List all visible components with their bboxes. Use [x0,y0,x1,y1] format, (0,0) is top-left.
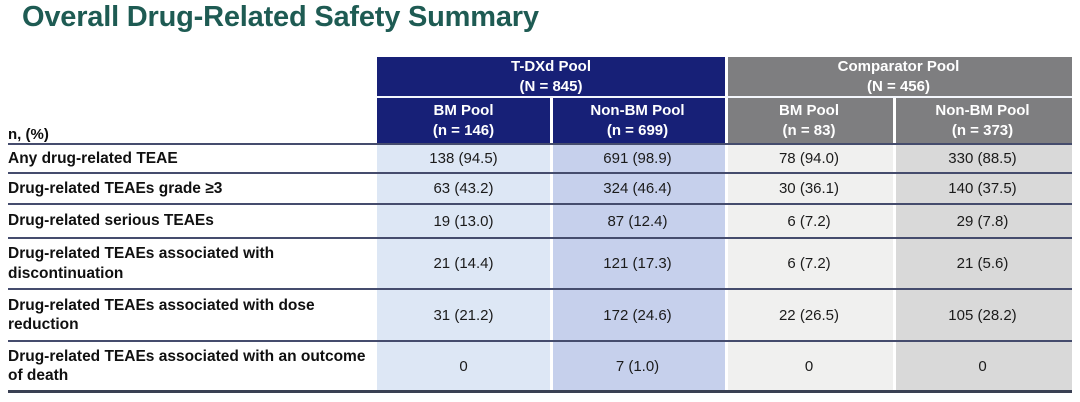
cell-value: 63 (43.2) [377,172,550,203]
tdxd-pool-label: T-DXd Pool [511,58,591,75]
row-label: Any drug-related TEAE [8,143,377,172]
table-row-death: Drug-related TEAEs associated with an ou… [8,340,1072,390]
cell-value: 22 (26.5) [725,288,893,340]
page-title: Overall Drug-Related Safety Summary [22,1,539,33]
col-n: (n = 699) [606,121,669,139]
col-label: BM Pool [433,102,494,119]
cell-value: 30 (36.1) [725,172,893,203]
col-header-comparator-bm: BM Pool (n = 83) [725,98,893,143]
col-label: BM Pool [779,102,839,119]
col-label: Non-BM Pool [935,102,1030,119]
row-label: Drug-related serious TEAEs [8,203,377,237]
cell-value: 6 (7.2) [725,203,893,237]
col-label: Non-BM Pool [590,102,685,119]
cell-value: 324 (46.4) [550,172,725,203]
cell-value: 105 (28.2) [893,288,1072,340]
safety-summary-table: T-DXd Pool (N = 845) Comparator Pool (N … [8,57,1072,393]
cell-value: 0 [893,340,1072,390]
cell-value: 29 (7.8) [893,203,1072,237]
row-label: Drug-related TEAEs associated with an ou… [8,340,377,390]
cell-value: 140 (37.5) [893,172,1072,203]
table-row-any-teae: Any drug-related TEAE 138 (94.5) 691 (98… [8,143,1072,172]
cell-value: 21 (14.4) [377,237,550,288]
cell-value: 19 (13.0) [377,203,550,237]
col-header-tdxd-nonbm: Non-BM Pool (n = 699) [550,98,725,143]
tdxd-pool-group-header: T-DXd Pool (N = 845) [377,57,725,98]
cell-value: 138 (94.5) [377,143,550,172]
table-row-discontinuation: Drug-related TEAEs associated with disco… [8,237,1072,288]
cell-value: 31 (21.2) [377,288,550,340]
table-row-dose-reduction: Drug-related TEAEs associated with dose … [8,288,1072,340]
cell-value: 87 (12.4) [550,203,725,237]
cell-value: 6 (7.2) [725,237,893,288]
comparator-pool-group-header: Comparator Pool (N = 456) [725,57,1072,98]
cell-value: 0 [725,340,893,390]
header-spacer [8,57,377,98]
cell-value: 172 (24.6) [550,288,725,340]
pool-group-header-row: T-DXd Pool (N = 845) Comparator Pool (N … [8,57,1072,98]
col-n: (n = 146) [432,121,495,139]
row-label: Drug-related TEAEs associated with dose … [8,288,377,340]
col-header-tdxd-bm: BM Pool (n = 146) [377,98,550,143]
row-label: Drug-related TEAEs grade ≥3 [8,172,377,203]
row-label: Drug-related TEAEs associated with disco… [8,237,377,288]
col-n: (n = 373) [951,121,1014,139]
n-percent-label: n, (%) [8,98,377,143]
cell-value: 7 (1.0) [550,340,725,390]
table-row-grade3: Drug-related TEAEs grade ≥3 63 (43.2) 32… [8,172,1072,203]
cell-value: 121 (17.3) [550,237,725,288]
cell-value: 78 (94.0) [725,143,893,172]
comparator-pool-n: (N = 456) [867,77,930,95]
cell-value: 21 (5.6) [893,237,1072,288]
cell-value: 330 (88.5) [893,143,1072,172]
comparator-pool-label: Comparator Pool [837,58,960,75]
table-row-serious: Drug-related serious TEAEs 19 (13.0) 87 … [8,203,1072,237]
col-header-comparator-nonbm: Non-BM Pool (n = 373) [893,98,1072,143]
sub-header-row: n, (%) BM Pool (n = 146) Non-BM Pool (n … [8,98,1072,143]
cell-value: 691 (98.9) [550,143,725,172]
col-n: (n = 83) [782,121,836,139]
cell-value: 0 [377,340,550,390]
tdxd-pool-n: (N = 845) [519,77,583,95]
